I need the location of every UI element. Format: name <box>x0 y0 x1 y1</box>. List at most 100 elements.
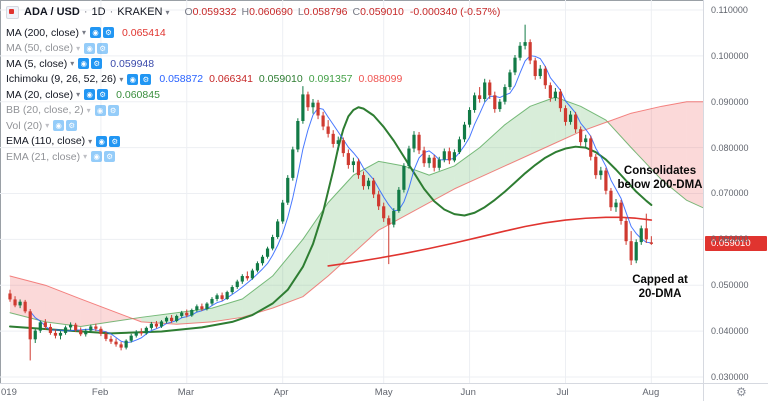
time-axis-label: Aug <box>642 387 660 398</box>
axis-corner: ⚙ <box>703 383 768 401</box>
separator: · <box>109 6 114 18</box>
settings-icon[interactable]: ⚙ <box>97 89 109 101</box>
indicator-value: 0.065414 <box>121 26 166 39</box>
ohlc-value: 0.059010 <box>360 6 404 18</box>
price-axis-label: 0.060000 <box>711 234 749 245</box>
indicator-value: 0.060845 <box>116 88 160 101</box>
chevron-down-icon[interactable]: ▾ <box>45 121 50 131</box>
indicator-legend-list: MA (200, close) ▾ ◉ ⚙ 0.065414 MA (50, close)… <box>6 25 500 165</box>
price-axis-label: 0.080000 <box>711 142 749 153</box>
indicator-row-3[interactable]: Ichimoku (9, 26, 52, 26) ▾ ◉ ⚙ 0.058872 0.066… <box>6 72 500 88</box>
ohlc-letter: C <box>352 6 361 18</box>
indicator-label: Ichimoku (9, 26, 52, 26) <box>6 73 117 86</box>
chevron-down-icon[interactable]: ▾ <box>70 59 75 69</box>
indicator-label: MA (5, close) <box>6 57 68 70</box>
ohlc-value: 0.059332 <box>192 6 237 18</box>
time-axis-label: Apr <box>273 387 289 398</box>
symbol-marker-icon[interactable] <box>6 5 19 19</box>
time-axis-label: Jul <box>556 387 569 398</box>
chevron-down-icon[interactable]: ▾ <box>76 43 81 53</box>
price-axis-label: 0.070000 <box>711 188 749 199</box>
indicator-label: Vol (20) <box>6 119 43 132</box>
price-chart-canvas[interactable] <box>0 0 703 383</box>
ohlc-value: 0.060690 <box>249 6 293 18</box>
chevron-down-icon[interactable]: ▾ <box>86 105 91 115</box>
annotation-consolidates: Consolidates below 200-DMA <box>604 165 716 193</box>
settings-icon[interactable]: ⚙ <box>104 151 116 163</box>
symbol-title[interactable]: ADA / USD <box>24 6 80 18</box>
time-axis-label: Jun <box>460 387 476 398</box>
settings-icon[interactable]: ⚙ <box>91 58 103 70</box>
time-axis[interactable]: 019 Feb Mar Apr May Jun Jul Aug <box>0 383 703 401</box>
visibility-icon[interactable]: ◉ <box>84 42 96 54</box>
chevron-down-icon[interactable]: ▾ <box>119 74 124 84</box>
indicator-row-2[interactable]: MA (5, close) ▾ ◉ ⚙ 0.059948 <box>6 56 500 72</box>
chevron-down-icon[interactable]: ▾ <box>76 90 81 100</box>
indicator-value: 0.066341 <box>209 73 253 86</box>
exchange-label[interactable]: KRAKEN <box>117 6 163 18</box>
annotation-line: Consolidates <box>623 165 697 177</box>
indicator-row-5[interactable]: BB (20, close, 2) ▾ ◉ ⚙ <box>6 103 500 119</box>
chevron-down-icon[interactable]: ▾ <box>83 152 88 162</box>
indicator-label: BB (20, close, 2) <box>6 104 84 117</box>
annotation-line: below 200-DMA <box>617 178 703 191</box>
interval-label[interactable]: 1D <box>91 6 106 18</box>
visibility-icon[interactable]: ◉ <box>94 104 106 116</box>
price-axis-label: 0.050000 <box>711 280 749 291</box>
time-axis-label: Feb <box>91 387 109 398</box>
visibility-icon[interactable]: ◉ <box>78 58 90 70</box>
price-axis-label: 0.100000 <box>711 50 749 61</box>
visibility-icon[interactable]: ◉ <box>89 27 101 39</box>
ohlc-letter: O <box>184 6 193 18</box>
indicator-label: MA (20, close) <box>6 88 74 101</box>
visibility-icon[interactable]: ◉ <box>91 151 103 163</box>
indicator-row-0[interactable]: MA (200, close) ▾ ◉ ⚙ 0.065414 <box>6 25 500 41</box>
visibility-icon[interactable]: ◉ <box>53 120 65 132</box>
settings-icon[interactable]: ⚙ <box>97 42 109 54</box>
price-axis-label: 0.090000 <box>711 96 749 107</box>
indicator-value: 0.059010 <box>258 73 303 86</box>
indicator-label: MA (200, close) <box>6 26 79 39</box>
price-axis-label: 0.110000 <box>711 4 748 15</box>
chevron-down-icon[interactable]: ▾ <box>88 136 93 146</box>
indicator-row-7[interactable]: EMA (110, close) ▾ ◉ ⚙ <box>6 134 500 150</box>
settings-icon[interactable]: ⚙ <box>66 120 78 132</box>
annotation-line: Capped at <box>632 274 688 286</box>
price-axis[interactable]: 0.059010 0.110000 0.100000 0.090000 0.08000… <box>703 0 768 383</box>
indicator-value: 0.058872 <box>159 73 204 86</box>
indicator-value: 0.091357 <box>308 73 353 86</box>
indicator-row-1[interactable]: MA (50, close) ▾ ◉ ⚙ <box>6 41 500 57</box>
indicator-value: 0.059948 <box>110 57 155 70</box>
price-axis-label: 0.030000 <box>711 371 749 382</box>
change-readout: -0.000340 (-0.57%) <box>409 6 501 18</box>
ohlc-value: 0.058796 <box>303 6 348 18</box>
chevron-down-icon[interactable]: ▾ <box>165 7 170 17</box>
visibility-icon[interactable]: ◉ <box>84 89 96 101</box>
visibility-icon[interactable]: ◉ <box>127 73 139 85</box>
annotation-capped: Capped at 20-DMA <box>612 274 708 302</box>
symbol-row: ADA / USD · 1D · KRAKEN ▾ O0.059332 H0.06… <box>6 4 500 20</box>
settings-icon[interactable]: ⚙ <box>102 27 114 39</box>
indicator-value: 0.088099 <box>358 73 403 86</box>
settings-icon[interactable]: ⚙ <box>109 135 121 147</box>
price-axis-label: 0.040000 <box>711 326 749 337</box>
separator: · <box>83 6 88 18</box>
indicator-label: MA (50, close) <box>6 42 74 55</box>
settings-icon[interactable]: ⚙ <box>140 73 152 85</box>
last-price-badge: 0.059010 <box>705 235 767 251</box>
chevron-down-icon[interactable]: ▾ <box>81 28 86 38</box>
legend-panel: ADA / USD · 1D · KRAKEN ▾ O0.059332 H0.06… <box>6 4 500 165</box>
settings-icon[interactable]: ⚙ <box>107 104 119 116</box>
annotation-line: 20-DMA <box>638 287 682 300</box>
ohlc-letter: L <box>297 6 304 18</box>
indicator-row-4[interactable]: MA (20, close) ▾ ◉ ⚙ 0.060845 <box>6 87 500 103</box>
time-axis-label: May <box>374 387 393 398</box>
visibility-icon[interactable]: ◉ <box>96 135 108 147</box>
settings-gear-icon[interactable]: ⚙ <box>736 385 747 399</box>
indicator-row-6[interactable]: Vol (20) ▾ ◉ ⚙ <box>6 118 500 134</box>
indicator-label: EMA (21, close) <box>6 150 81 163</box>
time-axis-label: 019 <box>1 387 17 398</box>
indicator-label: EMA (110, close) <box>6 135 86 148</box>
indicator-row-8[interactable]: EMA (21, close) ▾ ◉ ⚙ <box>6 149 500 165</box>
